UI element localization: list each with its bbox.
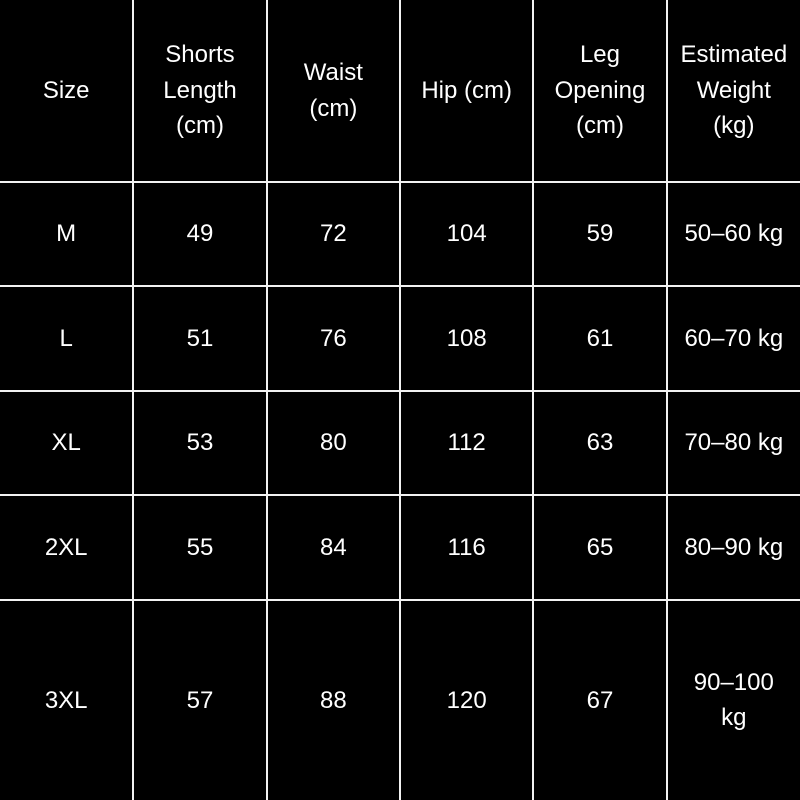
cell-waist: 84	[265, 494, 401, 601]
cell-hip: 108	[398, 285, 535, 392]
header-cell-hip: Hip (cm)	[398, 0, 535, 183]
header-cell-leg-opening: Leg Opening (cm)	[532, 0, 668, 183]
cell-leg-opening: 59	[532, 180, 668, 288]
cell-hip: 120	[398, 598, 535, 800]
cell-weight: 50–60 kg	[665, 180, 800, 288]
cell-hip: 112	[398, 389, 535, 497]
cell-weight: 80–90 kg	[665, 494, 800, 601]
cell-shorts-length: 53	[132, 389, 268, 497]
cell-shorts-length: 51	[132, 285, 268, 392]
cell-weight: 90–100 kg	[665, 598, 800, 800]
table-row-2xl: 2XL 55 84 116 65 80–90 kg	[0, 494, 800, 601]
cell-waist: 88	[265, 598, 401, 800]
table-row-m: M 49 72 104 59 50–60 kg	[0, 180, 800, 288]
cell-shorts-length: 49	[132, 180, 268, 288]
cell-shorts-length: 55	[132, 494, 268, 601]
cell-size: M	[0, 180, 135, 288]
cell-hip: 116	[398, 494, 535, 601]
header-cell-estimated-weight: Estimated Weight (kg)	[665, 0, 800, 183]
cell-waist: 76	[265, 285, 401, 392]
cell-hip: 104	[398, 180, 535, 288]
header-cell-size: Size	[0, 0, 135, 183]
header-row: Size Shorts Length (cm) Waist (cm) Hip (…	[0, 0, 800, 183]
cell-size: 2XL	[0, 494, 135, 601]
table-row-3xl: 3XL 57 88 120 67 90–100 kg	[0, 598, 800, 800]
table-row-l: L 51 76 108 61 60–70 kg	[0, 285, 800, 392]
cell-weight: 60–70 kg	[665, 285, 800, 392]
cell-waist: 80	[265, 389, 401, 497]
cell-leg-opening: 61	[532, 285, 668, 392]
cell-shorts-length: 57	[132, 598, 268, 800]
cell-weight: 70–80 kg	[665, 389, 800, 497]
cell-size: XL	[0, 389, 135, 497]
header-cell-waist: Waist (cm)	[265, 0, 401, 183]
header-cell-shorts-length: Shorts Length (cm)	[132, 0, 268, 183]
cell-leg-opening: 67	[532, 598, 668, 800]
cell-leg-opening: 65	[532, 494, 668, 601]
cell-waist: 72	[265, 180, 401, 288]
table-row-xl: XL 53 80 112 63 70–80 kg	[0, 389, 800, 497]
cell-leg-opening: 63	[532, 389, 668, 497]
cell-size: 3XL	[0, 598, 135, 800]
cell-size: L	[0, 285, 135, 392]
